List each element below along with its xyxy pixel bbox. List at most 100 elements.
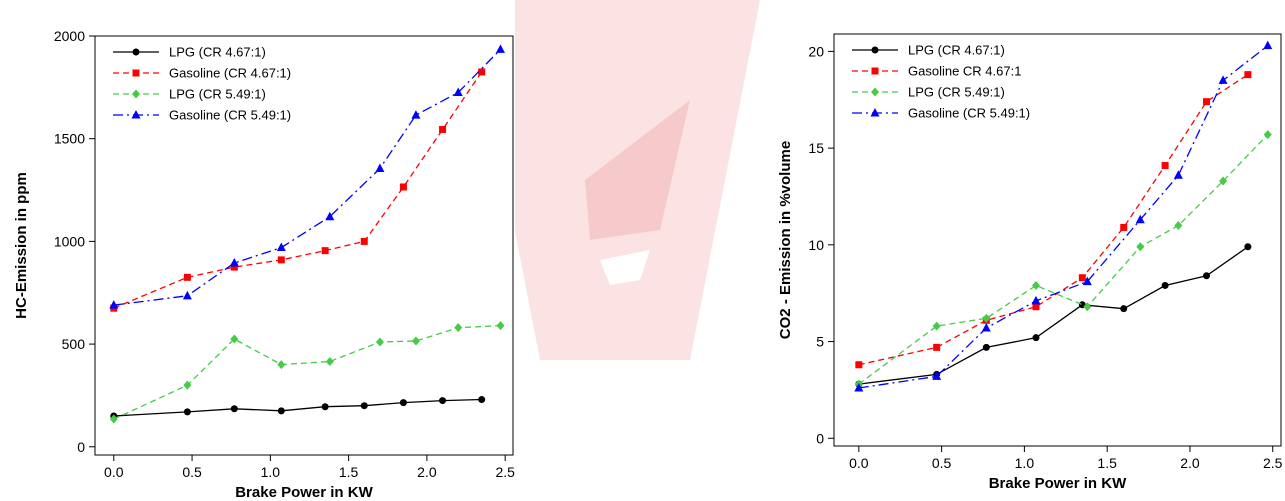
y-tick-label: 0 [77,439,85,455]
legend-item: Gasoline CR 4.67:1 [852,64,1021,79]
data-point [182,290,192,300]
x-tick-label: 1.5 [1097,455,1117,471]
x-tick-label: 2.0 [1180,455,1200,471]
data-point [1218,75,1228,84]
series-gasoline-cr-5-49-1 [854,40,1273,392]
data-point [1263,40,1273,50]
data-point [1161,281,1169,289]
legend-marker [871,67,879,75]
data-point [1203,98,1210,106]
data-point [981,323,991,332]
data-point [1032,303,1040,311]
legend-label: Gasoline CR 4.67:1 [908,64,1021,79]
series-lpg-cr-4-67-1 [855,243,1252,388]
data-point [478,68,486,76]
data-point [321,403,329,411]
chart-background [770,0,1285,501]
data-point [439,125,447,133]
y-tick-label: 20 [808,43,824,59]
data-point [1161,162,1169,170]
data-point [183,380,192,390]
data-point [1120,305,1128,313]
x-tick-label: 1.5 [339,464,359,480]
x-axis-label: Brake Power in KW [989,475,1127,492]
y-tick-label: 15 [808,140,824,156]
legend: LPG (CR 4.67:1) Gasoline (CR 4.67:1) LPG (… [113,45,291,123]
y-tick-label: 2000 [54,28,85,44]
legend-marker [132,89,140,99]
data-point [399,399,407,407]
data-point [439,397,447,405]
data-point [230,334,239,344]
data-point [1078,274,1086,282]
data-point [325,357,334,367]
legend-item: LPG (CR 4.67:1) [852,43,1005,58]
data-point [1174,220,1183,230]
data-point [277,407,285,415]
co2-emission-chart: 0.0 0.5 1.0 1.5 2.0 2.5 0 5 10 15 20 LPG (CR 4.67:… [770,0,1285,501]
data-point [1173,170,1183,179]
legend-label: LPG (CR 4.67:1) [169,45,266,60]
data-point [183,273,191,281]
series-line [113,324,501,420]
data-point [360,237,368,245]
data-point [982,343,990,351]
data-point [855,361,863,369]
legend-item: Gasoline (CR 5.49:1) [852,106,1030,121]
data-point [375,337,384,347]
legend-label: Gasoline (CR 5.49:1) [908,106,1030,121]
data-point [982,313,991,323]
legend-label: Gasoline (CR 5.49:1) [169,108,291,123]
data-point [399,183,407,191]
data-point [411,336,420,346]
hc-emission-chart: 0.0 0.5 1.0 1.5 2.0 2.5 0 500 1000 1500 2000 LPG (… [0,0,515,501]
data-series [854,40,1273,392]
legend-item: LPG (CR 4.67:1) [113,45,266,60]
x-tick-label: 1.0 [1015,455,1035,471]
data-point [1083,302,1092,312]
data-point [1031,295,1041,305]
legend-marker [132,48,140,56]
axis-ticks: 0.0 0.5 1.0 1.5 2.0 2.5 0 5 10 15 20 [808,43,1282,471]
series-lpg-cr-5-49-1 [109,321,505,424]
y-tick-label: 10 [808,237,824,253]
x-tick-label: 0.5 [932,455,952,471]
series-line [113,48,501,306]
data-point [1136,242,1145,252]
legend-item: LPG (CR 5.49:1) [113,87,266,102]
y-tick-label: 500 [62,336,86,352]
series-lpg-cr-5-49-1 [854,130,1272,389]
legend-marker [132,69,140,77]
data-point [1244,243,1252,251]
data-point [230,405,238,413]
axis-ticks: 0.0 0.5 1.0 1.5 2.0 2.5 0 500 1000 1500 2000 [54,28,515,480]
data-point [1203,272,1210,280]
data-point [933,343,941,351]
data-point [1032,334,1040,342]
legend-item: Gasoline (CR 4.67:1) [113,66,291,81]
legend-item: Gasoline (CR 5.49:1) [113,108,291,123]
x-tick-label: 2.5 [1263,455,1283,471]
data-point [1219,176,1228,186]
data-point [109,414,118,424]
data-point [932,371,942,380]
legend-marker [871,46,879,54]
series-line [858,45,1269,389]
x-tick-label: 1.0 [261,464,281,480]
y-axis-label: CO2 - Emission in %volume [777,141,794,339]
data-point [453,87,463,96]
data-point [495,44,505,53]
data-point [854,382,864,392]
data-point [454,323,463,333]
data-point [1031,280,1040,290]
data-point [183,408,191,416]
legend-marker [870,108,880,117]
data-point [411,110,421,119]
y-axis-label: HC-Emission in ppm [13,172,30,319]
y-tick-label: 1500 [54,131,85,147]
series-gasoline-cr-5-49-1 [109,44,505,309]
legend-label: Gasoline (CR 4.67:1) [169,66,291,81]
x-tick-label: 0.5 [182,464,202,480]
y-tick-label: 0 [816,430,824,446]
data-point [478,396,486,404]
